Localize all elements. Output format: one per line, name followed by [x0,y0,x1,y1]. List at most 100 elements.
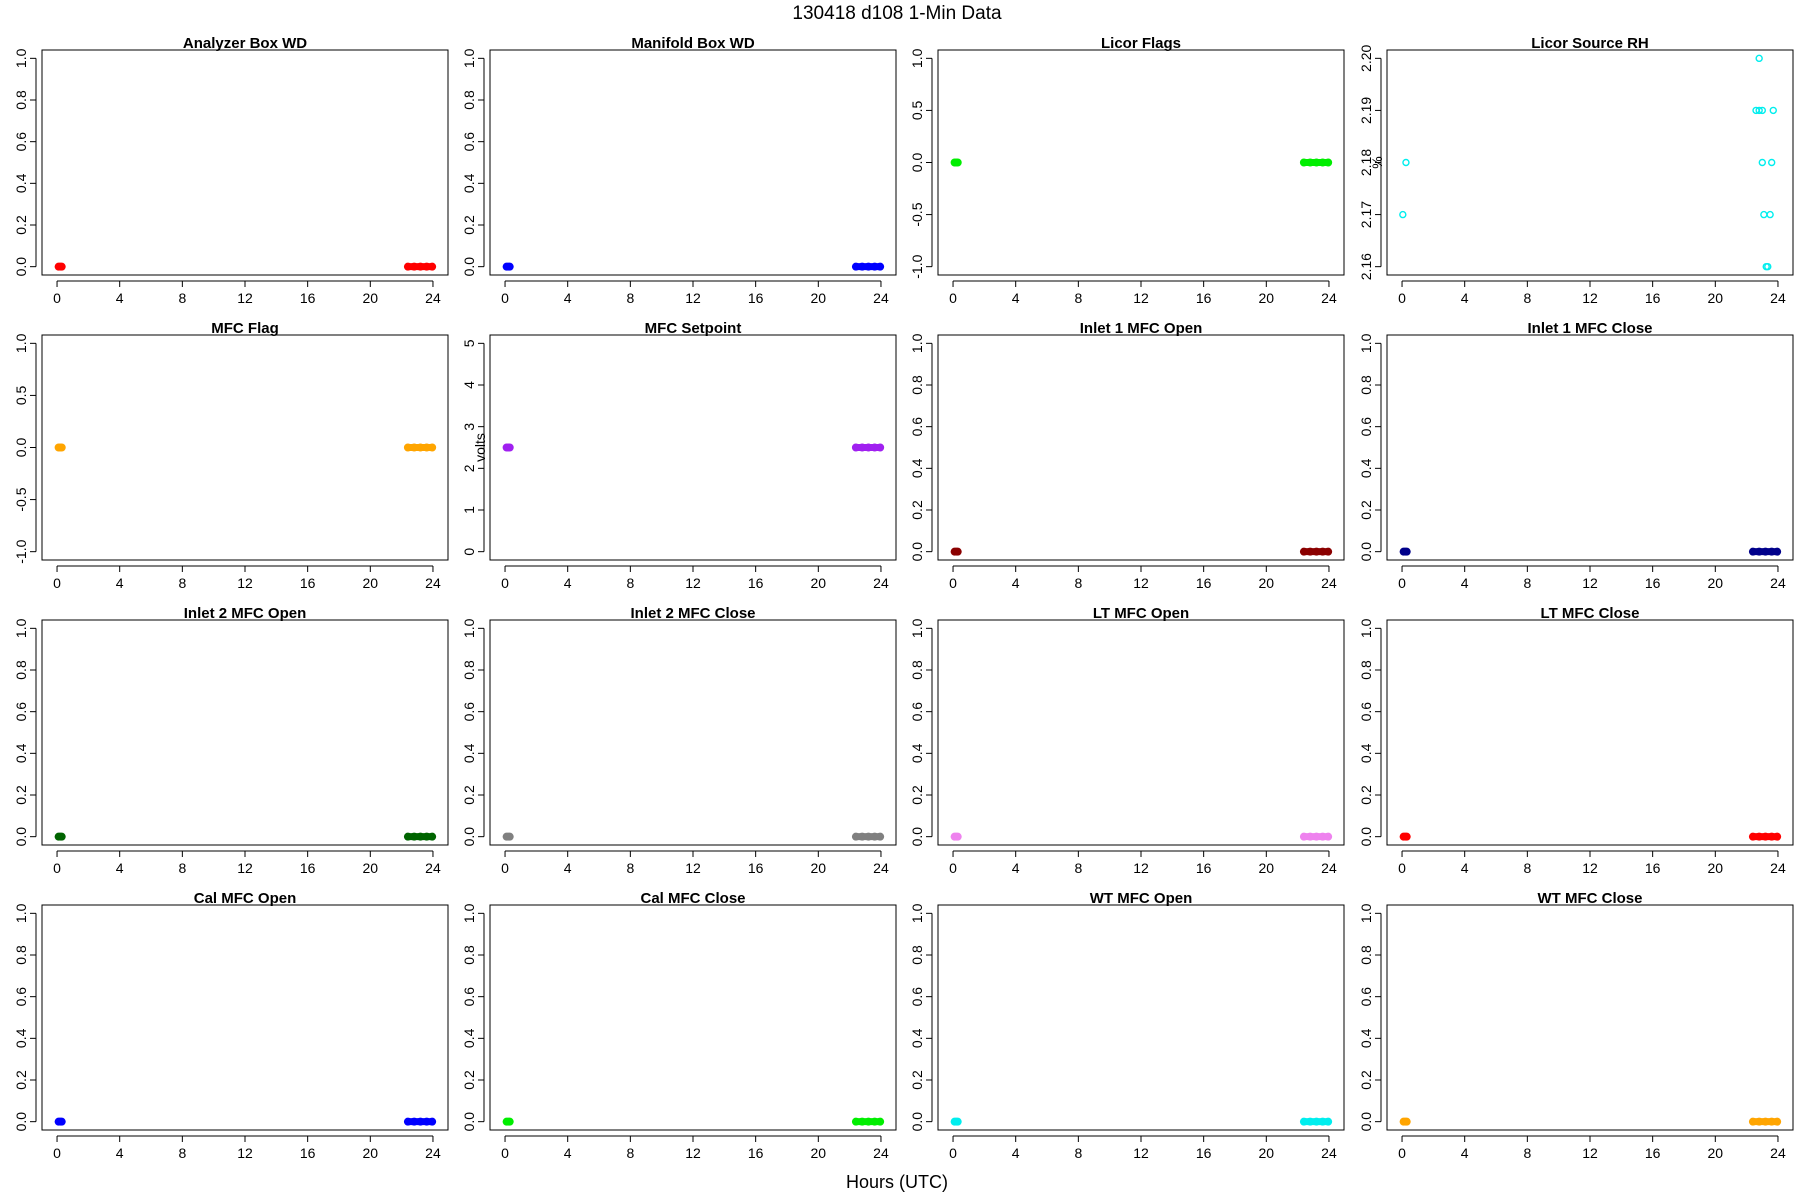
y-tick-label: 0.4 [13,743,29,763]
y-tick-label: 2.19 [1358,97,1374,124]
x-tick-label: 12 [1582,575,1598,591]
y-tick-label: 0.2 [909,500,925,520]
data-point [1402,158,1410,167]
x-tick-label: 4 [1461,1145,1469,1161]
x-tick-label: 8 [626,860,634,876]
x-tick-label: 16 [1645,290,1661,306]
y-tick-label: 0.0 [909,1112,925,1132]
data-point [1324,547,1333,556]
x-tick-label: 4 [1461,575,1469,591]
y-tick-label: 0.6 [909,702,925,722]
x-tick-label: 0 [501,290,509,306]
x-tick-label: 20 [1259,290,1275,306]
y-tick-label: 0.8 [909,660,925,680]
x-tick-label: 0 [1398,1145,1406,1161]
y-tick-label: 0.0 [909,542,925,562]
y-tick-label: 0 [461,548,477,556]
y-tick-label: 0.6 [461,132,477,152]
y-tick-label: 0.6 [461,987,477,1007]
x-tick-label: 16 [748,290,764,306]
y-tick-label: 0.4 [461,1028,477,1048]
plot-frame [937,619,1345,846]
y-tick-label: 1.0 [461,48,477,68]
x-tick-label: 24 [425,1145,441,1161]
y-tick-label: 0.6 [1358,987,1374,1007]
y-tick-label: 0.0 [13,438,29,458]
plot-frame [1386,904,1794,1131]
x-tick-label: 24 [873,860,889,876]
x-tick-label: 16 [748,1145,764,1161]
panel-title: Cal MFC Open [194,890,297,907]
data-point [1764,262,1772,271]
panel-title: Inlet 2 MFC Close [630,605,755,622]
y-tick-label: 1.0 [1358,618,1374,638]
x-tick-label: 12 [237,290,253,306]
x-tick-label: 4 [1012,290,1020,306]
data-point [1766,210,1774,219]
x-tick-label: 20 [1708,860,1724,876]
y-tick-label: 0.4 [909,743,925,763]
x-tick-label: 12 [1582,860,1598,876]
y-tick-label: 2.18 [1358,149,1374,176]
x-tick-label: 20 [811,860,827,876]
y-tick-label: 2.17 [1358,201,1374,228]
x-tick-label: 0 [501,860,509,876]
y-tick-label: 0.6 [461,702,477,722]
x-tick-label: 16 [1645,575,1661,591]
x-tick-label: 20 [363,575,379,591]
x-tick-label: 12 [685,1145,701,1161]
x-tick-label: 4 [564,1145,572,1161]
y-tick-label: 0.4 [909,1028,925,1048]
x-tick-label: 4 [1461,860,1469,876]
panel: Inlet 1 MFC Close 0 4 8 12 16 20 24 0.0 0.2 0.4 0.6… [1358,320,1794,591]
x-tick-label: 8 [626,290,634,306]
x-tick-label: 20 [363,290,379,306]
panel-title: Inlet 2 MFC Open [184,605,307,622]
data-point [1402,832,1411,841]
x-tick-label: 24 [1770,290,1786,306]
x-tick-label: 24 [873,1145,889,1161]
panel: Cal MFC Close 0 4 8 12 16 20 24 0.0 0.2 0.4 0.6 0.8 1… [461,890,897,1161]
data-point [876,443,885,452]
data-point [428,262,437,271]
x-tick-label: 4 [116,290,124,306]
data-point [1755,106,1763,115]
x-tick-label: 8 [178,1145,186,1161]
plot-frame [41,619,449,846]
y-tick-label: -0.5 [13,487,29,511]
data-point [428,832,437,841]
x-tick-label: 24 [425,290,441,306]
panel: LT MFC Open 0 4 8 12 16 20 24 0.0 0.2 0.4 0.6 0.8 1.0 [909,605,1345,876]
x-tick-label: 16 [1196,290,1212,306]
y-tick-label: 0.4 [909,458,925,478]
panel-grid: Analyzer Box WD 0 4 8 12 16 20 24 0.0 0.2 0.4 0.6 0.… [13,35,1794,1161]
data-point [953,832,962,841]
x-tick-label: 4 [1012,575,1020,591]
panel: WT MFC Open 0 4 8 12 16 20 24 0.0 0.2 0.4 0.6 0.8 1.0 [909,890,1345,1161]
data-point [1773,1117,1782,1126]
x-tick-label: 4 [564,575,572,591]
plot-frame [489,49,897,276]
panel-title: LT MFC Close [1541,605,1640,622]
y-axis-label: volts [472,433,488,462]
x-tick-label: 20 [1259,1145,1275,1161]
plot-frame [937,904,1345,1131]
y-tick-label: 3 [461,423,477,431]
x-tick-label: 12 [685,575,701,591]
panel-title: Analyzer Box WD [183,35,307,52]
panel: Inlet 2 MFC Open 0 4 8 12 16 20 24 0.0 0.2 0.4 0.6 0… [13,605,449,876]
y-tick-label: 0.8 [1358,375,1374,395]
panel-title: Licor Flags [1101,35,1181,52]
x-tick-label: 12 [685,860,701,876]
x-tick-label: 20 [1708,575,1724,591]
x-tick-label: 8 [626,575,634,591]
data-point [1773,832,1782,841]
y-tick-label: 1 [461,506,477,514]
x-tick-label: 24 [1321,575,1337,591]
x-tick-label: 24 [425,860,441,876]
y-tick-label: -1.0 [13,539,29,563]
y-tick-label: 5 [461,339,477,347]
